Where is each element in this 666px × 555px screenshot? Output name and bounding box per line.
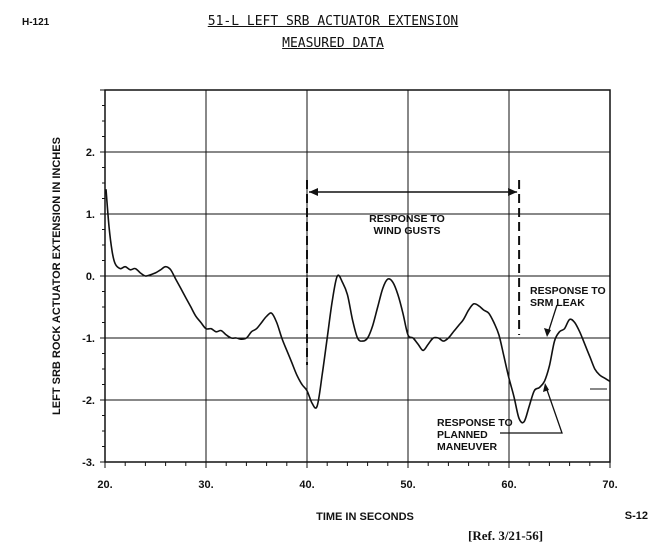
page-number: S-12 [624,510,648,522]
srm-leak-arrowhead [544,328,551,337]
series-line [105,189,611,424]
planned-maneuver-label: RESPONSE TO [437,417,513,429]
x-axis-title: TIME IN SECONDS [316,511,414,523]
y-tick-label: -2. [82,395,95,407]
y-axis-title: LEFT SRB ROCK ACTUATOR EXTENSION IN INCH… [51,137,63,415]
chart-subtitle: MEASURED DATA [282,36,384,51]
maneuver-arrowhead [543,383,549,392]
y-tick-label: -3. [82,457,95,469]
x-axis: 20. 30. 40. 50. 60. 70. [97,462,618,491]
y-tick-label: -1. [82,333,95,345]
chart-title: 51-L LEFT SRB ACTUATOR EXTENSION [207,14,459,29]
gust-range-arrow-left [309,188,318,196]
x-tick-label: 50. [400,479,415,491]
y-tick-label: 2. [86,147,95,159]
y-tick-label: 0. [86,271,95,283]
reference-note: [Ref. 3/21-56] [468,528,544,543]
x-tick-label: 70. [602,479,617,491]
x-tick-label: 60. [501,479,516,491]
x-tick-label: 20. [97,479,112,491]
srm-leak-leader [547,304,558,334]
y-axis: 2. 1. 0. -1. -2. -3. [82,89,105,469]
x-tick-label: 30. [198,479,213,491]
gust-range-arrow-right [508,188,518,196]
wind-gusts-label: WIND GUSTS [373,225,440,237]
x-tick-label: 40. [299,479,314,491]
planned-maneuver-label: MANEUVER [437,441,498,453]
srm-leak-label: SRM LEAK [530,297,585,309]
planned-maneuver-label: PLANNED [437,429,488,441]
maneuver-leader [500,386,563,434]
chart-grid [105,90,610,462]
srm-leak-label: RESPONSE TO [530,285,606,297]
y-tick-label: 1. [86,209,95,221]
wind-gusts-label: RESPONSE TO [369,213,445,225]
document-id: H-121 [22,17,50,28]
